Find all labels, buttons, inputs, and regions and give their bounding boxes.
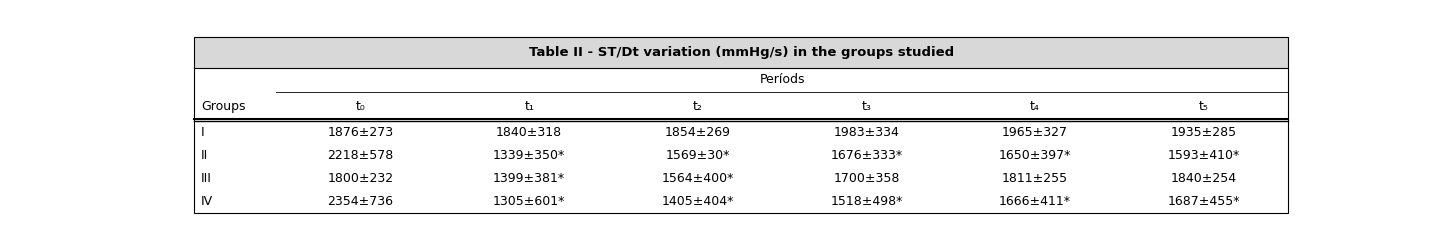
Text: 1840±318: 1840±318 xyxy=(496,126,562,139)
Text: 1983±334: 1983±334 xyxy=(833,126,899,139)
Text: 2218±578: 2218±578 xyxy=(327,149,393,162)
Text: 1811±255: 1811±255 xyxy=(1002,172,1069,185)
Text: II: II xyxy=(201,149,208,162)
Text: t₁: t₁ xyxy=(525,100,534,113)
Text: 1840±254: 1840±254 xyxy=(1171,172,1236,185)
Bar xyxy=(194,37,1288,68)
Text: 2354±736: 2354±736 xyxy=(328,195,393,208)
Text: IV: IV xyxy=(201,195,213,208)
Text: t₄: t₄ xyxy=(1030,100,1040,113)
Text: I: I xyxy=(201,126,204,139)
Text: 1399±381*: 1399±381* xyxy=(493,172,565,185)
Text: 1564±400*: 1564±400* xyxy=(662,172,735,185)
Text: III: III xyxy=(201,172,211,185)
Text: 1700±358: 1700±358 xyxy=(833,172,899,185)
Text: 1650±397*: 1650±397* xyxy=(999,149,1071,162)
Text: t₅: t₅ xyxy=(1199,100,1209,113)
Text: 1854±269: 1854±269 xyxy=(665,126,730,139)
Text: 1305±601*: 1305±601* xyxy=(493,195,565,208)
Text: 1876±273: 1876±273 xyxy=(327,126,393,139)
Text: t₂: t₂ xyxy=(693,100,703,113)
Text: 1518±498*: 1518±498* xyxy=(830,195,902,208)
Text: t₀: t₀ xyxy=(356,100,366,113)
Text: 1935±285: 1935±285 xyxy=(1171,126,1236,139)
Text: 1569±30*: 1569±30* xyxy=(665,149,730,162)
Bar xyxy=(194,68,1288,213)
Text: 1676±333*: 1676±333* xyxy=(830,149,902,162)
Text: 1965±327: 1965±327 xyxy=(1002,126,1069,139)
Text: 1666±411*: 1666±411* xyxy=(999,195,1071,208)
Text: 1687±455*: 1687±455* xyxy=(1167,195,1239,208)
Text: 1800±232: 1800±232 xyxy=(327,172,393,185)
Text: 1405±404*: 1405±404* xyxy=(662,195,735,208)
Text: Table II - ST/Dt variation (mmHg/s) in the groups studied: Table II - ST/Dt variation (mmHg/s) in t… xyxy=(528,46,954,59)
Text: Groups: Groups xyxy=(201,100,246,113)
Text: t₃: t₃ xyxy=(862,100,872,113)
Text: 1339±350*: 1339±350* xyxy=(493,149,565,162)
Text: Períods: Períods xyxy=(759,73,805,86)
Text: 1593±410*: 1593±410* xyxy=(1167,149,1239,162)
